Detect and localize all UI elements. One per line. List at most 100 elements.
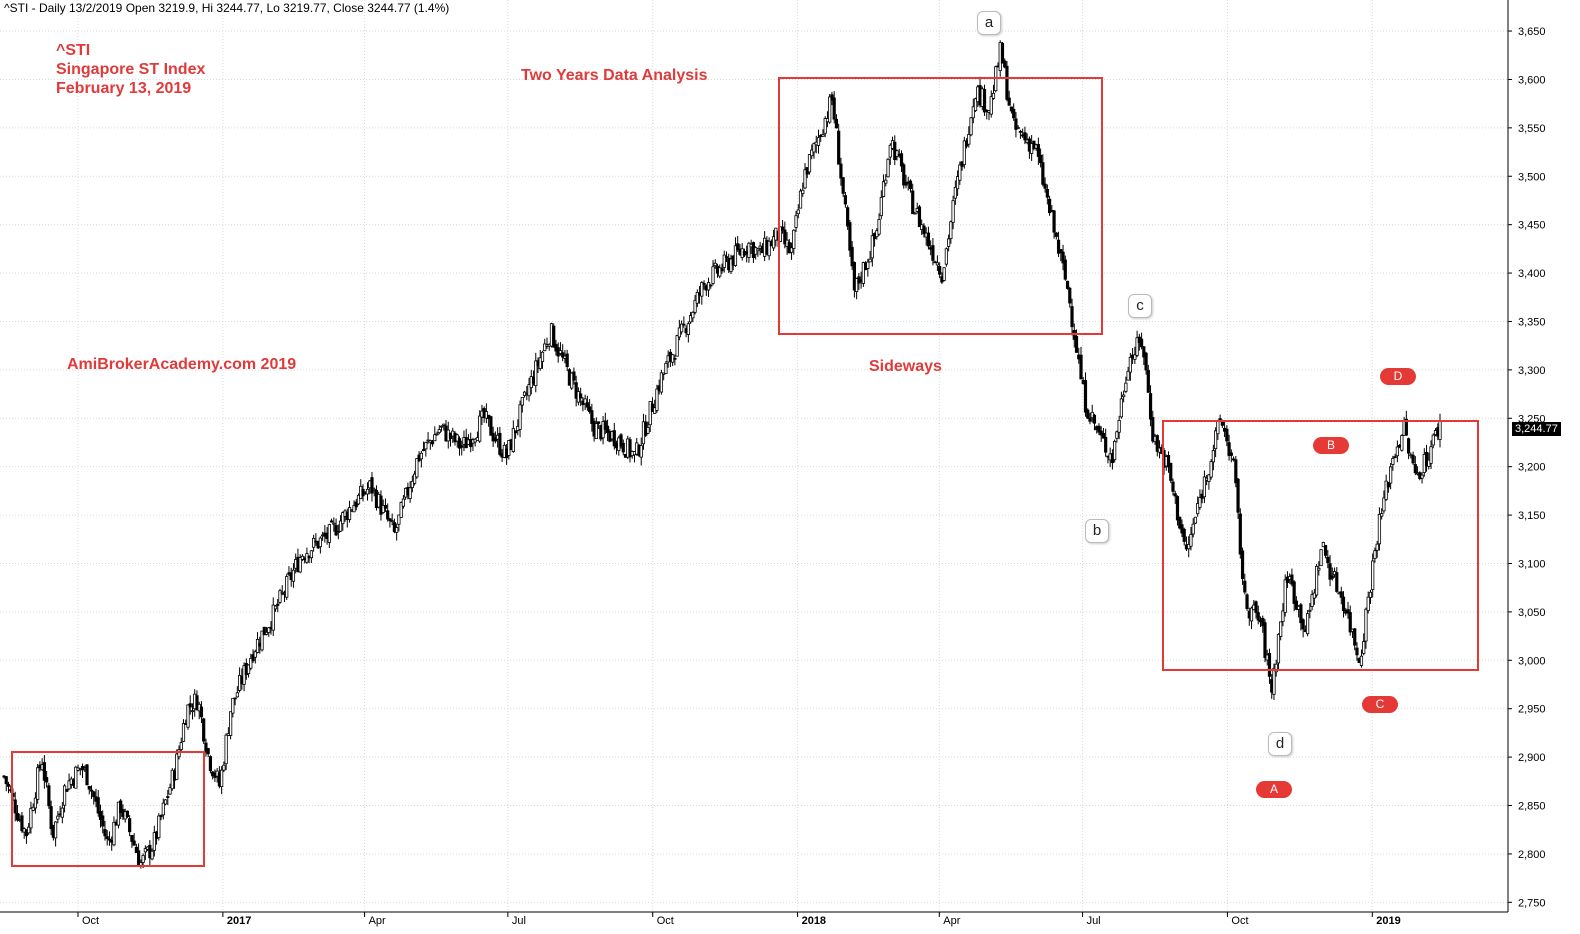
candle: [4, 775, 8, 792]
candle: [1036, 137, 1040, 166]
candle: [1086, 408, 1090, 420]
candle: [830, 91, 834, 106]
candle: [904, 174, 908, 189]
candle: [1180, 519, 1184, 538]
candle: [76, 764, 80, 772]
candle: [588, 399, 592, 414]
candle: [206, 747, 210, 757]
candle: [484, 403, 489, 424]
candle: [1234, 455, 1238, 488]
candle: [260, 630, 264, 652]
candle: [1245, 593, 1249, 611]
candle: [1406, 437, 1411, 460]
candle: [430, 439, 435, 447]
candle: [383, 498, 388, 512]
candle: [1225, 425, 1229, 447]
candle: [433, 426, 437, 442]
candle: [163, 799, 168, 806]
candle: [967, 126, 971, 148]
candle: [1000, 41, 1005, 64]
candle: [947, 234, 951, 252]
candle: [1326, 550, 1330, 569]
candle: [1375, 540, 1379, 558]
candle: [543, 338, 547, 352]
candle: [538, 350, 542, 371]
site-label: AmiBrokerAcademy.com 2019: [67, 356, 297, 373]
candle: [1276, 633, 1281, 671]
candle: [1018, 129, 1023, 139]
candle: [1227, 434, 1231, 461]
candle: [664, 361, 668, 374]
candle: [1207, 474, 1211, 490]
candle: [478, 410, 482, 443]
candle: [839, 157, 843, 186]
candle: [951, 195, 955, 230]
candle: [152, 825, 156, 857]
candle: [370, 472, 374, 502]
candle: [1261, 615, 1265, 633]
candle: [702, 280, 706, 290]
x-tick-labels: Oct 2017 Apr Jul Oct 2018 Apr Jul Oct 2019: [77, 912, 1401, 927]
candle: [601, 416, 605, 445]
candle: [1382, 490, 1386, 514]
candle: [846, 205, 850, 230]
candle: [893, 135, 897, 166]
candle: [1328, 555, 1332, 587]
candle: [1254, 600, 1258, 619]
candle: [1135, 330, 1139, 358]
candle: [181, 719, 186, 743]
candle: [583, 394, 587, 410]
candle: [56, 811, 60, 824]
horizontal-gridlines: [0, 30, 1508, 903]
candle: [1148, 385, 1153, 427]
candle: [1400, 434, 1404, 452]
candle: [1231, 456, 1236, 462]
candle: [1299, 602, 1303, 631]
candle: [1348, 605, 1352, 636]
candle: [1267, 648, 1272, 684]
y-tick-labels: 2,750 2,800 2,850 2,900 2,950 3,000 3,050 3,100…: [1508, 26, 1546, 909]
y-tick-label: 3,000: [1518, 655, 1546, 667]
candle: [1236, 477, 1240, 519]
candle: [926, 226, 931, 250]
candle: [42, 755, 46, 789]
candle: [949, 220, 953, 244]
candle: [312, 534, 316, 552]
consolidation-box-2016: [11, 751, 205, 867]
candle: [736, 236, 740, 252]
candle: [720, 263, 724, 274]
candle: [803, 163, 807, 190]
wave-label-d: d: [1268, 732, 1292, 756]
candle: [1330, 567, 1334, 581]
candle: [756, 247, 760, 257]
candle: [6, 781, 11, 794]
candle: [80, 763, 85, 779]
candle: [1101, 427, 1106, 439]
candle: [713, 259, 717, 269]
candle: [336, 524, 340, 540]
candle: [1198, 489, 1202, 510]
candle: [1335, 567, 1339, 593]
y-tick-label: 3,500: [1518, 171, 1546, 183]
candle: [884, 174, 888, 187]
symbol-label: ^STI: [56, 42, 91, 59]
candle: [1189, 527, 1193, 551]
candle: [1009, 106, 1014, 114]
wave-label-b: b: [1085, 519, 1109, 543]
candle: [639, 437, 643, 466]
candle: [334, 518, 338, 537]
candle: [1312, 588, 1316, 605]
candle: [1256, 605, 1260, 625]
candle: [561, 344, 565, 362]
candle: [1389, 463, 1393, 490]
candle: [1366, 591, 1370, 614]
candle: [585, 395, 589, 411]
candle: [460, 440, 464, 456]
candle: [1362, 633, 1366, 656]
candle: [381, 499, 385, 514]
candle: [439, 425, 444, 432]
candle: [1039, 148, 1043, 168]
candle: [1229, 449, 1233, 463]
candle: [175, 749, 179, 780]
candle: [886, 157, 890, 178]
